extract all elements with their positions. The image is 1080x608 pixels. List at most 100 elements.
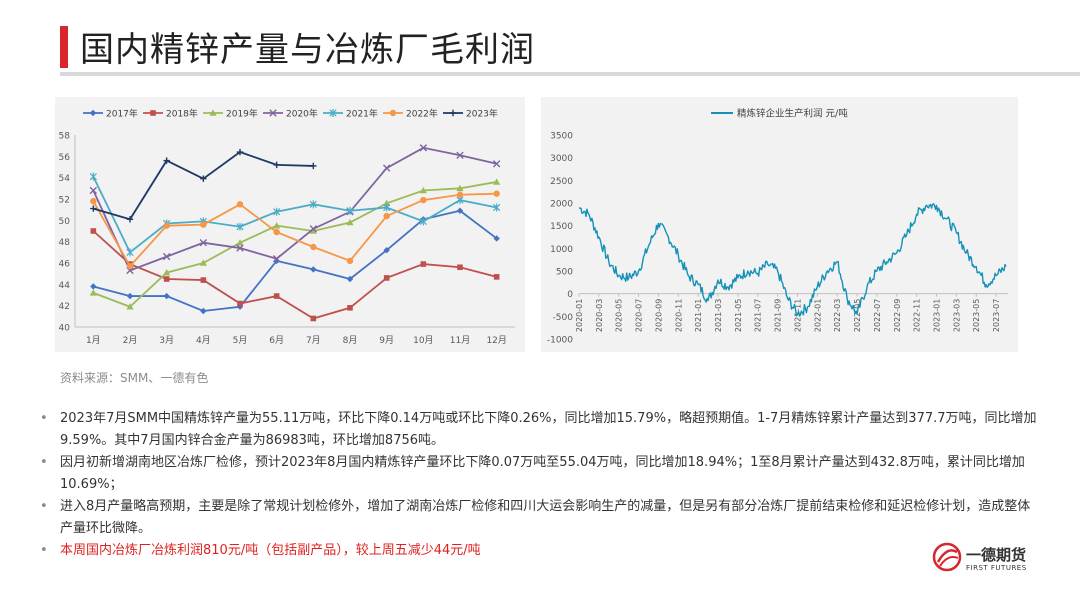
data-point <box>150 110 156 116</box>
data-point <box>310 315 317 322</box>
series-2017年 <box>90 207 500 315</box>
x-tick-label: 6月 <box>269 335 284 346</box>
y-tick-label: 1500 <box>550 222 573 232</box>
data-point <box>163 222 170 229</box>
x-tick-label: 2021-03 <box>714 299 723 332</box>
y-tick-label: 54 <box>59 174 71 184</box>
y-tick-label: 2500 <box>550 177 573 187</box>
data-point <box>310 266 317 273</box>
data-point <box>273 257 280 265</box>
data-point <box>163 276 170 282</box>
series-2019年 <box>89 178 501 310</box>
legend-label: 2018年 <box>166 108 198 120</box>
y-tick-label: 0 <box>567 290 573 300</box>
data-point <box>493 274 500 280</box>
data-point <box>346 206 354 215</box>
data-point <box>389 109 397 117</box>
zinc-output-chart: 40 42 44 46 48 50 52 54 56 58 1月 2月 3月 4月 5月 6月 7月 8月 9月 10… <box>59 108 515 346</box>
data-point <box>236 303 244 310</box>
title-underline <box>60 72 1080 76</box>
y-tick-label: 2000 <box>550 200 573 210</box>
x-tick-label: 2022-01 <box>813 299 822 332</box>
data-point <box>493 190 500 197</box>
data-point <box>162 252 171 261</box>
data-point <box>273 207 281 216</box>
y-tick-label: 1000 <box>550 245 573 255</box>
y-tick-label: 3000 <box>550 154 573 164</box>
x-tick-label: 2020-01 <box>575 299 584 332</box>
data-point <box>89 109 97 117</box>
x-tick-label: 3月 <box>159 335 174 346</box>
y-tick-label: 40 <box>59 324 71 334</box>
x-tick-label: 2021-05 <box>734 299 743 332</box>
x-tick-label: 2022-11 <box>913 299 922 332</box>
data-point <box>346 275 354 283</box>
bullet-item: • 因月初新增湖南地区冶炼厂检修，预计2023年8月国内精炼锌产量环比下降0.07… <box>38 452 1038 496</box>
data-point <box>90 283 97 290</box>
data-point <box>163 292 170 300</box>
legend-item: 2019年 <box>203 108 258 120</box>
bullet-marker: • <box>40 499 48 514</box>
data-point <box>199 239 208 247</box>
y-tick-label: 3500 <box>550 132 573 142</box>
x-tick-label: 2021-07 <box>754 299 763 332</box>
data-point <box>346 257 354 265</box>
data-point <box>383 247 390 254</box>
x-tick-label: 2022-07 <box>873 299 882 332</box>
data-point <box>126 216 134 223</box>
x-tick-label: 2月 <box>123 335 138 346</box>
legend-label: 2023年 <box>466 108 498 120</box>
legend-label: 2020年 <box>286 108 318 120</box>
bullet-text: 2023年7月SMM中国精炼锌产量为55.11万吨，环比下降0.14万吨或环比下… <box>60 411 1037 448</box>
data-point <box>200 175 207 182</box>
legend-item: 2020年 <box>263 108 318 120</box>
x-tick-label: 5月 <box>233 335 248 346</box>
x-tick-label: 2021-09 <box>774 299 783 332</box>
smelter-profit-chart-panel: -1000 -500 0 500 1000 1500 2000 2500 3000 3500 202… <box>541 97 1018 352</box>
series-line <box>92 176 497 254</box>
series-line <box>92 146 497 272</box>
data-point <box>456 184 464 192</box>
legend-label: 2022年 <box>406 108 438 120</box>
y-tick-label: -1000 <box>547 336 573 346</box>
logo-text-en: FIRST FUTURES <box>966 564 1027 572</box>
data-point <box>236 222 244 231</box>
title-accent-bar <box>60 26 68 68</box>
data-point <box>382 164 391 172</box>
data-point <box>272 255 281 263</box>
x-tick-label: 2021-01 <box>694 299 703 332</box>
legend-label: 2017年 <box>106 108 138 120</box>
page-title: 国内精锌产量与冶炼厂毛利润 <box>80 30 535 70</box>
data-point <box>126 303 134 310</box>
series-2023年 <box>90 148 317 223</box>
bullet-marker: • <box>40 455 48 470</box>
legend-item: 2022年 <box>383 108 438 120</box>
data-point <box>419 186 427 194</box>
y-tick-label: 52 <box>59 196 70 206</box>
x-tick-label: 7月 <box>306 335 321 346</box>
y-tick-label: -500 <box>553 313 574 323</box>
x-tick-label: 2023-01 <box>933 299 942 332</box>
company-logo: 一德期货 FIRST FUTURES <box>932 538 1052 578</box>
data-point <box>89 289 97 296</box>
data-point <box>383 212 390 220</box>
x-tick-label: 2020-11 <box>674 299 683 332</box>
data-point <box>90 197 97 205</box>
x-tick-label: 2020-07 <box>635 299 644 332</box>
legend-item: 2021年 <box>323 108 378 120</box>
y-tick-label: 44 <box>59 281 71 291</box>
legend-label: 精炼锌企业生产利润 元/吨 <box>737 108 848 120</box>
x-tick-label: 2020-05 <box>615 299 624 332</box>
series-2022年 <box>90 190 500 270</box>
y-tick-label: 50 <box>59 217 71 227</box>
data-point <box>449 109 457 117</box>
x-tick-label: 2022-05 <box>853 299 862 332</box>
data-point <box>420 196 427 204</box>
data-point <box>457 264 463 271</box>
series-line <box>92 230 497 320</box>
data-point <box>310 243 317 251</box>
data-point <box>199 259 207 266</box>
series-line <box>93 151 314 221</box>
data-point <box>236 201 244 208</box>
bullet-text: 本周国内冶炼厂冶炼利润810元/吨（包括副产品），较上周五减少44元/吨 <box>60 543 481 558</box>
